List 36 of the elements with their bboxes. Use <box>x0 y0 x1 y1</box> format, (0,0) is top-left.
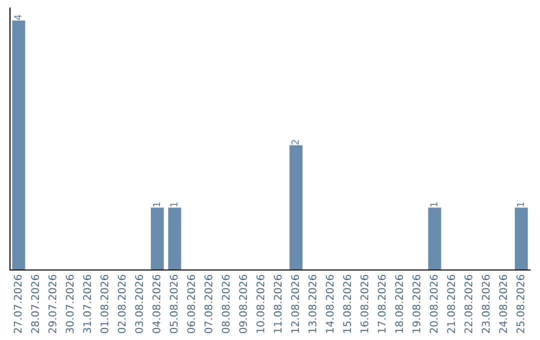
x-tick-label: 11.08.2026 <box>274 274 282 333</box>
x-tick-label: 12.08.2026 <box>291 274 300 333</box>
x-tick-label: 30.07.2026 <box>66 274 74 334</box>
x-tick-label: 14.08.2026 <box>326 274 334 333</box>
x-tick-label: 21.08.2026 <box>447 274 456 334</box>
x-tick-label: 10.08.2026 <box>256 274 264 333</box>
x-tick-label: 31.07.2026 <box>83 274 92 334</box>
x-tick-label: 18.08.2026 <box>395 274 404 333</box>
x-tick-label: 24.08.2026 <box>499 274 508 334</box>
x-tick-label: 04.08.2026 <box>152 274 160 334</box>
x-tick-label: 15.08.2026 <box>343 274 352 333</box>
data-label: 4 <box>14 14 22 20</box>
data-label: 1 <box>516 202 524 207</box>
x-tick-label: 19.08.2026 <box>412 274 420 333</box>
x-tick-label: 20.08.2026 <box>430 274 438 334</box>
x-tick-label: 27.07.2026 <box>14 274 22 334</box>
x-tick-label: 29.07.2026 <box>48 274 56 334</box>
x-tick-label: 01.08.2026 <box>100 274 108 334</box>
x-tick-label: 03.08.2026 <box>135 274 144 334</box>
x-tick-label: 09.08.2026 <box>239 274 248 334</box>
x-tick-label: 13.08.2026 <box>308 274 316 333</box>
x-tick-label: 17.08.2026 <box>378 274 386 333</box>
x-tick-label: 07.08.2026 <box>204 274 212 334</box>
x-tick-label: 22.08.2026 <box>464 274 472 334</box>
x-tick-label: 05.08.2026 <box>170 274 178 334</box>
data-label: 1 <box>170 202 178 207</box>
x-tick-label: 28.07.2026 <box>31 274 40 334</box>
data-label: 1 <box>152 202 160 207</box>
x-tick-label: 02.08.2026 <box>118 274 126 334</box>
x-tick-label: 25.08.2026 <box>516 274 524 334</box>
x-tick-label: 23.08.2026 <box>482 274 490 334</box>
data-label: 2 <box>291 140 299 145</box>
data-label: 1 <box>430 202 438 207</box>
x-tick-label: 06.08.2026 <box>187 274 196 334</box>
x-tick-label: 08.08.2026 <box>222 274 230 334</box>
x-tick-label: 16.08.2026 <box>360 274 368 333</box>
